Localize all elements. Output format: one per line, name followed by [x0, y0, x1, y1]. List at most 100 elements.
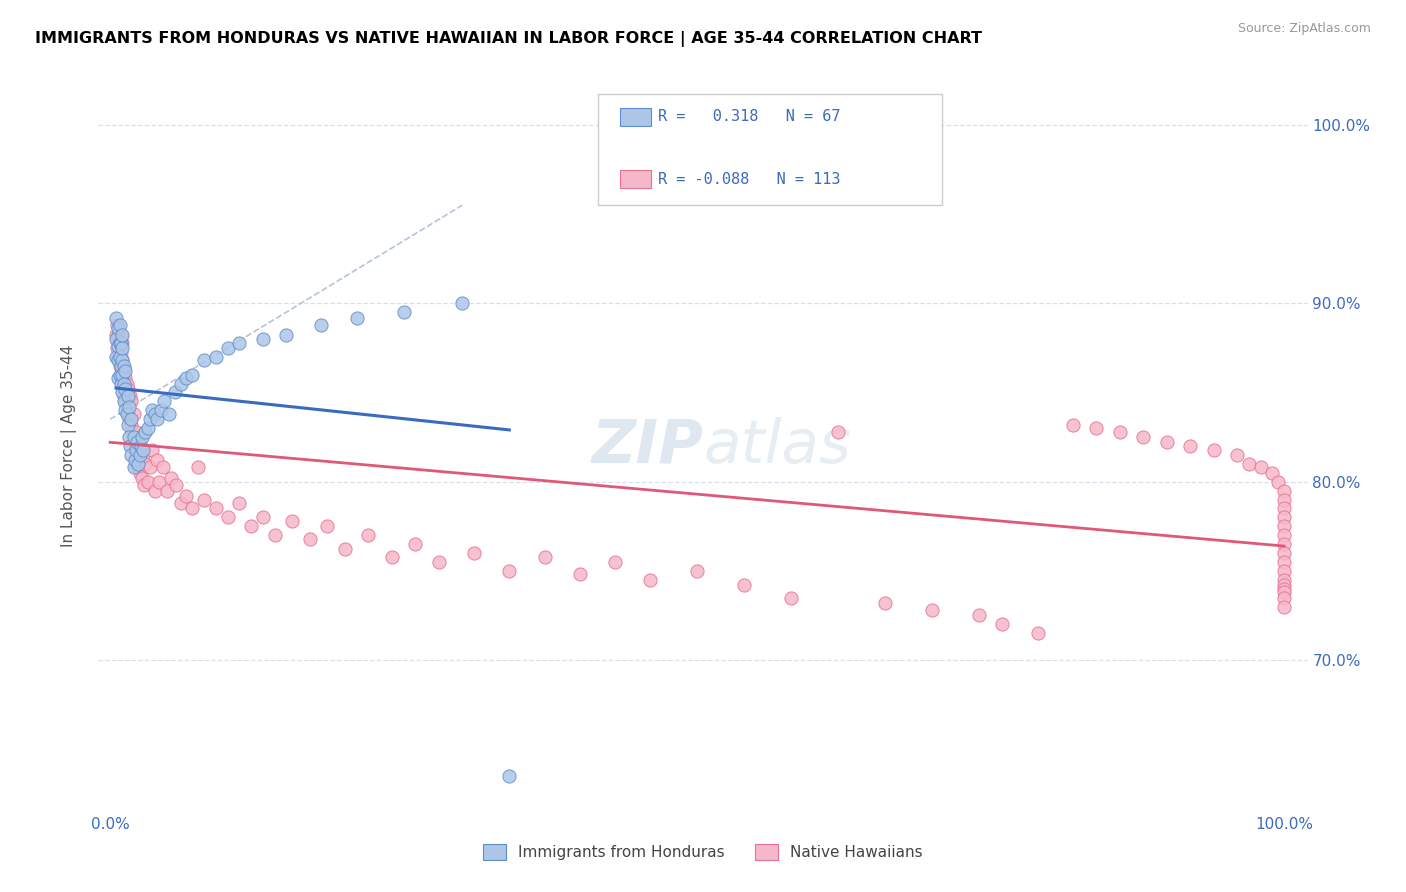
- Point: [1272, 599, 1295, 614]
- Point: [111, 341, 134, 355]
- Point: [105, 350, 128, 364]
- Point: [117, 407, 139, 421]
- Point: [131, 430, 153, 444]
- Point: [1026, 626, 1049, 640]
- Point: [1272, 528, 1295, 542]
- Text: R = -0.088   N = 113: R = -0.088 N = 113: [658, 172, 841, 186]
- Point: [110, 335, 132, 350]
- Point: [240, 519, 263, 533]
- Point: [346, 310, 368, 325]
- Point: [1237, 457, 1260, 471]
- Point: [152, 460, 174, 475]
- Point: [136, 421, 159, 435]
- Point: [1085, 421, 1108, 435]
- Point: [128, 466, 150, 480]
- Point: [125, 453, 148, 467]
- Point: [115, 376, 138, 391]
- Point: [120, 394, 142, 409]
- Point: [108, 359, 131, 373]
- Text: atlas: atlas: [703, 417, 851, 475]
- Point: [498, 564, 520, 578]
- Point: [120, 448, 142, 462]
- Point: [153, 394, 176, 409]
- Point: [114, 403, 136, 417]
- Point: [603, 555, 626, 569]
- Point: [568, 567, 591, 582]
- Point: [333, 542, 356, 557]
- Point: [252, 332, 274, 346]
- Point: [204, 501, 226, 516]
- Point: [112, 376, 135, 391]
- Point: [1272, 564, 1295, 578]
- Point: [1272, 546, 1295, 560]
- Point: [111, 376, 134, 391]
- Point: [139, 460, 162, 475]
- Point: [176, 371, 198, 385]
- Point: [127, 435, 149, 450]
- Point: [114, 371, 136, 385]
- Point: [111, 368, 134, 382]
- Point: [193, 492, 215, 507]
- Point: [107, 371, 129, 385]
- Point: [281, 514, 304, 528]
- Point: [120, 412, 142, 426]
- Point: [263, 528, 285, 542]
- Point: [187, 460, 209, 475]
- Point: [132, 448, 155, 462]
- Point: [204, 350, 226, 364]
- Point: [638, 573, 661, 587]
- Point: [921, 603, 943, 617]
- Point: [108, 350, 131, 364]
- Point: [392, 305, 415, 319]
- Point: [1250, 460, 1272, 475]
- Point: [114, 394, 136, 409]
- Point: [155, 483, 177, 498]
- Point: [143, 483, 166, 498]
- Point: [110, 376, 132, 391]
- Point: [112, 382, 135, 396]
- Point: [160, 471, 183, 485]
- Point: [105, 310, 128, 325]
- Point: [134, 457, 156, 471]
- Point: [111, 328, 134, 343]
- Point: [112, 394, 135, 409]
- Point: [181, 501, 204, 516]
- Point: [110, 359, 132, 373]
- Point: [1272, 519, 1295, 533]
- Point: [117, 382, 139, 396]
- Point: [193, 353, 215, 368]
- Point: [733, 578, 755, 592]
- Point: [143, 407, 166, 421]
- Point: [1272, 585, 1295, 599]
- Point: [276, 328, 298, 343]
- Point: [117, 417, 139, 432]
- Point: [117, 389, 139, 403]
- Point: [105, 318, 128, 332]
- Point: [112, 359, 135, 373]
- Point: [105, 332, 128, 346]
- Point: [111, 385, 134, 400]
- Legend: Immigrants from Honduras, Native Hawaiians: Immigrants from Honduras, Native Hawaiia…: [477, 838, 929, 866]
- Point: [128, 448, 150, 462]
- Point: [134, 425, 156, 439]
- Point: [132, 442, 155, 457]
- Point: [108, 368, 131, 382]
- Point: [129, 442, 152, 457]
- Point: [381, 549, 404, 564]
- Point: [125, 442, 148, 457]
- Text: R =   0.318   N = 67: R = 0.318 N = 67: [658, 110, 841, 124]
- Point: [1272, 492, 1295, 507]
- Point: [108, 335, 131, 350]
- Point: [146, 412, 169, 426]
- Point: [114, 382, 136, 396]
- Point: [1272, 483, 1295, 498]
- Y-axis label: In Labor Force | Age 35-44: In Labor Force | Age 35-44: [60, 345, 77, 547]
- Point: [1062, 417, 1084, 432]
- Point: [1132, 430, 1154, 444]
- Point: [107, 321, 129, 335]
- Point: [110, 368, 132, 382]
- Point: [298, 532, 321, 546]
- Point: [181, 368, 204, 382]
- Point: [131, 471, 153, 485]
- Point: [1272, 573, 1295, 587]
